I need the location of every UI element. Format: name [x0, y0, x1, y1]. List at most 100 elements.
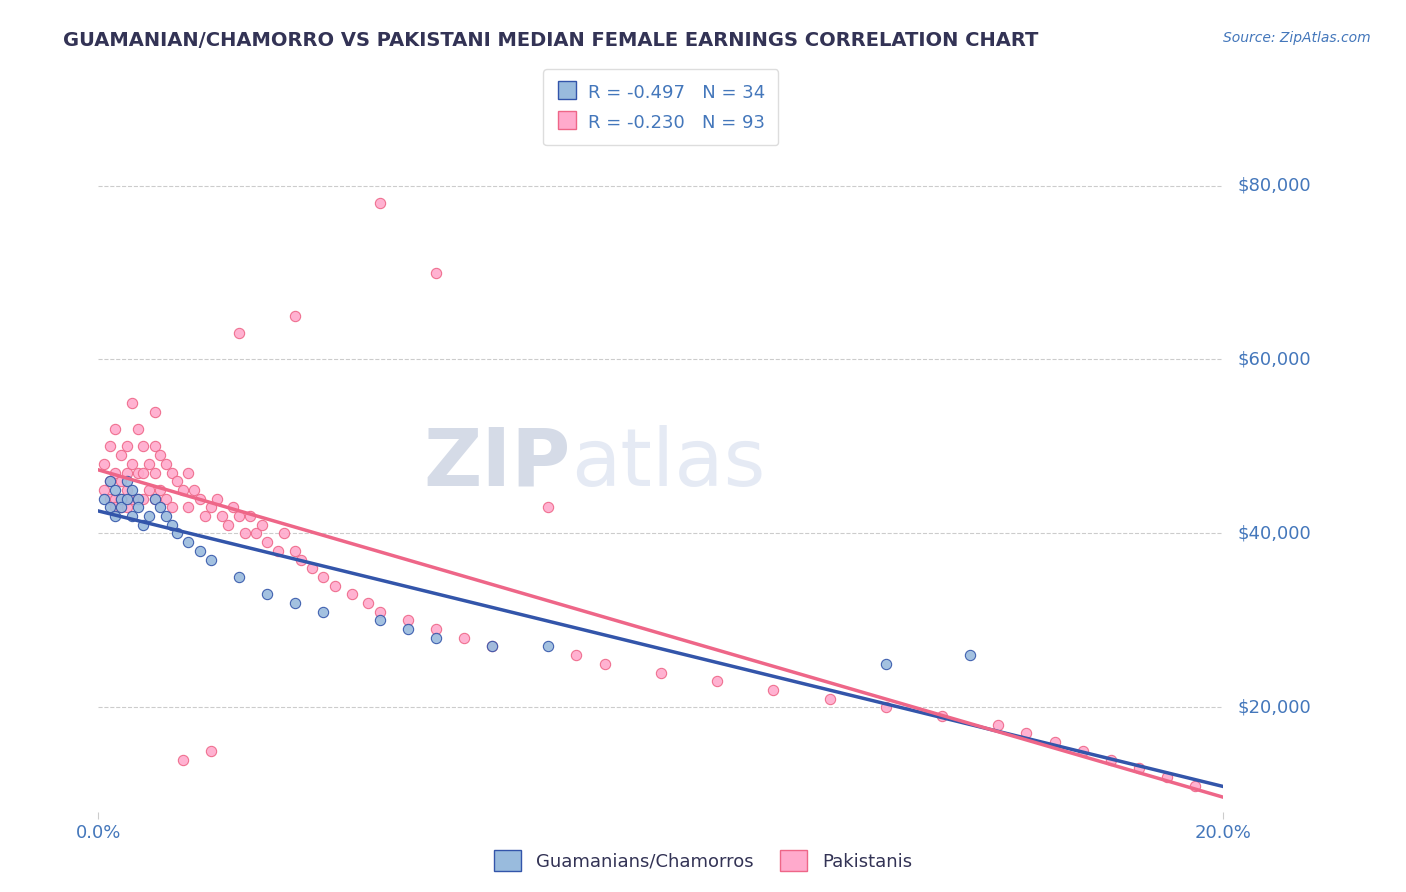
Point — [166, 526, 188, 541]
Point — [93, 491, 115, 506]
Point — [110, 500, 132, 515]
Point — [115, 483, 138, 497]
Point — [290, 552, 312, 566]
Point — [1043, 735, 1066, 749]
Point — [1184, 779, 1206, 793]
Point — [143, 440, 166, 454]
Text: atlas: atlas — [571, 425, 765, 503]
Point — [368, 196, 391, 211]
Text: $80,000: $80,000 — [1237, 177, 1310, 194]
Point — [143, 491, 166, 506]
Point — [138, 508, 160, 523]
Point — [537, 640, 560, 654]
Point — [706, 674, 728, 689]
Point — [98, 491, 121, 506]
Point — [762, 683, 785, 698]
Point — [425, 622, 447, 636]
Point — [155, 508, 177, 523]
Point — [110, 448, 132, 462]
Point — [284, 596, 307, 610]
Point — [104, 491, 127, 506]
Point — [1156, 770, 1178, 784]
Point — [200, 500, 222, 515]
Point — [177, 500, 200, 515]
Point — [1015, 726, 1038, 740]
Point — [110, 491, 132, 506]
Point — [256, 535, 278, 549]
Text: $40,000: $40,000 — [1237, 524, 1310, 542]
Point — [104, 422, 127, 436]
Point — [987, 717, 1010, 731]
Point — [200, 744, 222, 758]
Text: $60,000: $60,000 — [1237, 351, 1310, 368]
Point — [1099, 753, 1122, 767]
Text: Source: ZipAtlas.com: Source: ZipAtlas.com — [1223, 31, 1371, 45]
Point — [183, 483, 205, 497]
Point — [284, 309, 307, 323]
Point — [98, 475, 121, 489]
Point — [143, 466, 166, 480]
Point — [239, 508, 262, 523]
Point — [98, 500, 121, 515]
Point — [143, 405, 166, 419]
Point — [127, 491, 149, 506]
Point — [160, 500, 183, 515]
Point — [115, 475, 138, 489]
Point — [115, 500, 138, 515]
Point — [267, 544, 290, 558]
Text: $20,000: $20,000 — [1237, 698, 1310, 716]
Point — [200, 552, 222, 566]
Point — [132, 466, 155, 480]
Point — [301, 561, 323, 575]
Point — [396, 622, 419, 636]
Point — [565, 648, 588, 662]
Point — [98, 475, 121, 489]
Point — [256, 587, 278, 601]
Point — [818, 691, 841, 706]
Point — [104, 466, 127, 480]
Point — [368, 614, 391, 628]
Point — [132, 440, 155, 454]
Point — [121, 491, 143, 506]
Point — [149, 448, 172, 462]
Legend: Guamanians/Chamorros, Pakistanis: Guamanians/Chamorros, Pakistanis — [486, 843, 920, 879]
Point — [368, 605, 391, 619]
Point — [127, 466, 149, 480]
Point — [481, 640, 503, 654]
Point — [194, 508, 217, 523]
Point — [233, 526, 256, 541]
Point — [104, 508, 127, 523]
Text: ZIP: ZIP — [423, 425, 571, 503]
Point — [110, 491, 132, 506]
Point — [121, 483, 143, 497]
Point — [155, 457, 177, 471]
Point — [188, 491, 211, 506]
Point — [396, 614, 419, 628]
Point — [121, 508, 143, 523]
Point — [149, 483, 172, 497]
Point — [312, 605, 335, 619]
Point — [357, 596, 380, 610]
Point — [115, 491, 138, 506]
Point — [340, 587, 363, 601]
Point — [250, 517, 273, 532]
Point — [228, 508, 250, 523]
Point — [132, 491, 155, 506]
Point — [245, 526, 267, 541]
Point — [273, 526, 295, 541]
Point — [222, 500, 245, 515]
Point — [98, 440, 121, 454]
Point — [172, 753, 194, 767]
Point — [228, 570, 250, 584]
Text: GUAMANIAN/CHAMORRO VS PAKISTANI MEDIAN FEMALE EARNINGS CORRELATION CHART: GUAMANIAN/CHAMORRO VS PAKISTANI MEDIAN F… — [63, 31, 1039, 50]
Point — [959, 648, 981, 662]
Point — [1128, 761, 1150, 775]
Point — [284, 544, 307, 558]
Point — [160, 517, 183, 532]
Point — [110, 500, 132, 515]
Point — [138, 457, 160, 471]
Point — [138, 483, 160, 497]
Point — [875, 700, 897, 714]
Point — [537, 500, 560, 515]
Point — [425, 266, 447, 280]
